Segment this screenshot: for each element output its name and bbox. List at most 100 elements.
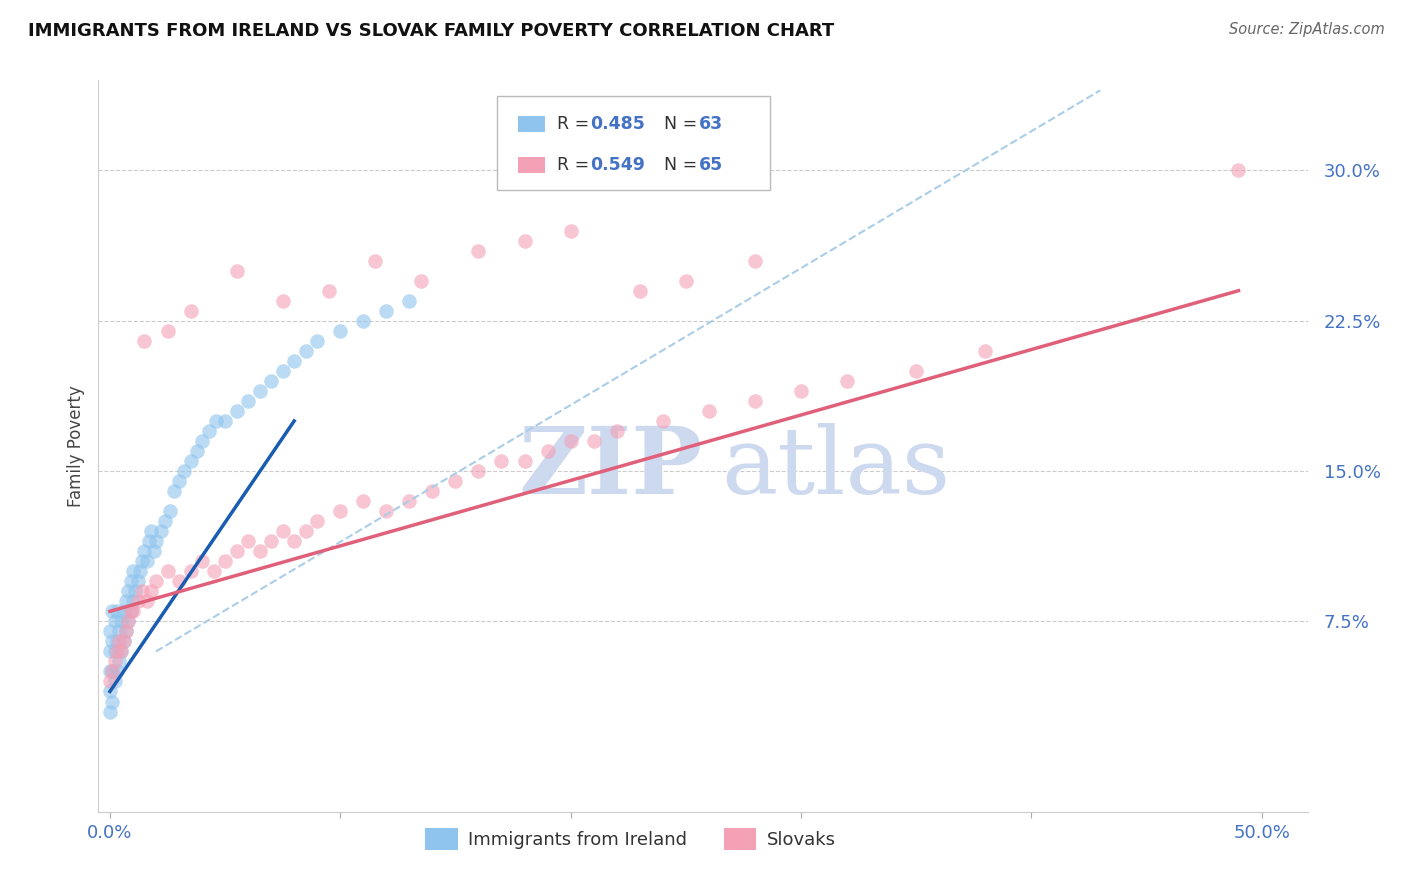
Point [444, 474, 467, 488]
Point [134, 334, 156, 348]
Text: IMMIGRANTS FROM IRELAND VS SLOVAK FAMILY POVERTY CORRELATION CHART: IMMIGRANTS FROM IRELAND VS SLOVAK FAMILY… [28, 22, 834, 40]
Point [115, 624, 138, 639]
Point [307, 514, 329, 528]
Point [101, 665, 124, 679]
Point [651, 414, 673, 428]
Point [398, 293, 420, 308]
Point [307, 334, 329, 348]
Point [103, 644, 125, 658]
Point [108, 634, 131, 648]
Point [974, 343, 997, 358]
Point [352, 314, 374, 328]
Point [141, 584, 163, 599]
Point [271, 524, 294, 538]
Point [142, 544, 165, 558]
Point [145, 574, 167, 589]
Point [135, 554, 157, 568]
Point [283, 354, 305, 368]
Point [115, 594, 138, 608]
Point [744, 253, 766, 268]
Point [375, 504, 398, 518]
Text: 63: 63 [699, 115, 724, 133]
Point [105, 665, 128, 679]
Point [835, 374, 858, 388]
Point [536, 444, 558, 458]
Point [329, 324, 352, 338]
Point [156, 564, 179, 578]
Point [131, 554, 153, 568]
Point [225, 404, 247, 418]
Point [159, 504, 181, 518]
FancyBboxPatch shape [517, 116, 544, 132]
Point [167, 574, 190, 589]
Point [283, 534, 305, 549]
Text: atlas: atlas [721, 423, 950, 513]
Point [249, 544, 271, 558]
Point [260, 374, 283, 388]
Point [214, 414, 236, 428]
Point [271, 293, 294, 308]
Point [225, 263, 247, 277]
Point [236, 393, 259, 408]
Point [98, 665, 121, 679]
Point [582, 434, 605, 448]
Point [560, 434, 582, 448]
Point [127, 594, 149, 608]
Point [101, 694, 124, 708]
Point [127, 574, 149, 589]
Point [214, 554, 236, 568]
Text: 65: 65 [699, 156, 724, 174]
Point [110, 615, 132, 629]
Point [180, 303, 202, 318]
Point [128, 564, 150, 578]
Point [98, 644, 121, 658]
Point [186, 444, 208, 458]
Point [513, 234, 536, 248]
Legend: Immigrants from Ireland, Slovaks: Immigrants from Ireland, Slovaks [418, 821, 844, 857]
Point [101, 634, 124, 648]
Point [108, 655, 131, 669]
Point [112, 634, 135, 648]
FancyBboxPatch shape [517, 157, 544, 173]
Point [105, 644, 128, 658]
Point [249, 384, 271, 398]
Point [294, 524, 316, 538]
Point [120, 604, 142, 618]
Point [98, 705, 121, 719]
Point [149, 524, 172, 538]
Point [135, 594, 157, 608]
Point [513, 454, 536, 468]
Point [117, 615, 139, 629]
Text: N =: N = [654, 156, 703, 174]
Point [110, 644, 132, 658]
Point [198, 424, 221, 438]
Point [112, 634, 135, 648]
Text: 0.549: 0.549 [591, 156, 645, 174]
Point [124, 584, 146, 599]
Point [138, 534, 160, 549]
Point [409, 274, 432, 288]
Point [180, 454, 202, 468]
Point [329, 504, 352, 518]
Point [352, 494, 374, 508]
Point [191, 554, 214, 568]
Point [173, 464, 195, 478]
Point [155, 514, 177, 528]
Text: R =: R = [557, 156, 595, 174]
Point [131, 584, 153, 599]
Point [375, 303, 398, 318]
Point [628, 284, 651, 298]
Point [103, 674, 125, 689]
Point [101, 665, 124, 679]
Text: N =: N = [654, 115, 703, 133]
Point [122, 604, 145, 618]
Point [108, 624, 131, 639]
Point [790, 384, 813, 398]
Point [98, 674, 121, 689]
Point [180, 564, 202, 578]
Point [202, 564, 225, 578]
Point [122, 564, 145, 578]
Point [120, 574, 142, 589]
Point [115, 624, 138, 639]
Text: Source: ZipAtlas.com: Source: ZipAtlas.com [1229, 22, 1385, 37]
